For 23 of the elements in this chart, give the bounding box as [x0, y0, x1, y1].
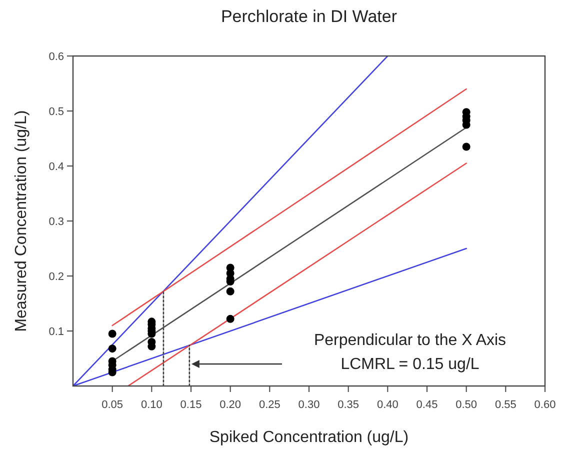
x-tick-label: 0.15 — [180, 399, 202, 411]
x-tick-label: 0.30 — [298, 399, 320, 411]
y-tick-label: 0.5 — [48, 106, 64, 118]
y-tick-label: 0.2 — [48, 271, 64, 283]
x-tick-label: 0.20 — [220, 399, 242, 411]
chart-title: Perchlorate in DI Water — [220, 7, 398, 26]
x-tick-label: 0.25 — [258, 399, 280, 411]
y-tick-label: 0.4 — [48, 161, 64, 173]
annotation: LCMRL = 0.15 ug/L — [340, 356, 480, 373]
y-tick-label: 0.6 — [48, 51, 64, 63]
x-tick-label: 0.50 — [456, 399, 478, 411]
x-tick-label: 0.55 — [494, 399, 516, 411]
x-axis-title: Spiked Concentration (ug/L) — [209, 429, 409, 446]
y-axis-title: Measured Concentration (ug/L) — [13, 110, 30, 332]
x-tick-label: 0.40 — [376, 399, 398, 411]
x-tick-label: 0.05 — [102, 399, 124, 411]
annotation: Perpendicular to the X Axis — [314, 332, 506, 349]
x-tick-label: 0.35 — [338, 399, 360, 411]
x-tick-label: 0.10 — [140, 399, 162, 411]
y-tick-label: 0.1 — [48, 326, 64, 338]
y-tick-label: 0.3 — [48, 216, 64, 228]
x-tick-label: 0.60 — [534, 399, 556, 411]
x-tick-label: 0.45 — [416, 399, 438, 411]
